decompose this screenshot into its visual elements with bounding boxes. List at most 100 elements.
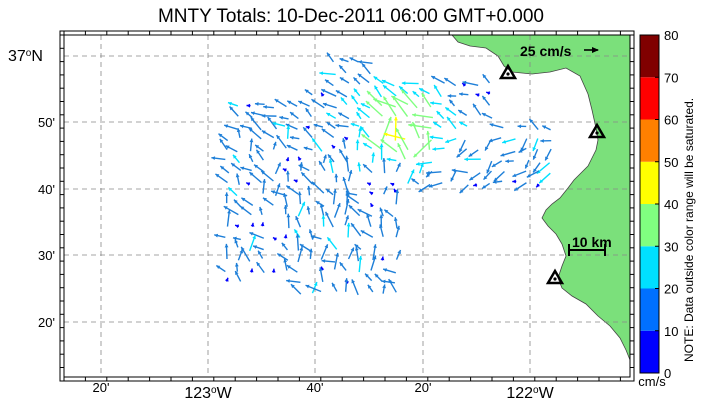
current-vector xyxy=(395,162,401,173)
current-vector xyxy=(234,239,239,248)
colorbar-ticks: 80 70 60 50 40 30 20 10 0 xyxy=(655,28,678,381)
current-vector xyxy=(343,136,349,141)
current-vector xyxy=(395,249,402,260)
current-vector xyxy=(214,233,226,238)
latitude-labels: 37oN 50' 40' 30' 20' xyxy=(8,48,55,331)
current-vector xyxy=(379,143,384,160)
current-vector xyxy=(357,208,373,217)
current-vector xyxy=(276,134,287,149)
current-vector xyxy=(538,172,551,184)
current-vector xyxy=(354,246,360,262)
current-vector xyxy=(245,182,251,186)
current-vector xyxy=(428,182,443,188)
current-vector xyxy=(298,100,310,107)
current-vector xyxy=(381,279,395,284)
current-vector xyxy=(411,121,420,139)
current-vector xyxy=(328,158,334,174)
current-vector xyxy=(240,166,252,172)
colorbar xyxy=(640,35,659,373)
current-vector xyxy=(358,60,373,64)
current-vector xyxy=(324,211,334,228)
current-vector xyxy=(502,138,516,144)
lat-label-40: 40' xyxy=(38,182,55,197)
current-vector xyxy=(224,243,229,260)
current-vector xyxy=(366,90,383,107)
current-vector xyxy=(226,209,231,227)
station-south[interactable] xyxy=(545,268,565,285)
current-vector xyxy=(302,126,313,138)
current-vector xyxy=(286,279,301,283)
colorbar-band xyxy=(640,77,659,120)
current-vector xyxy=(362,163,373,173)
current-vector xyxy=(236,128,241,138)
current-vector xyxy=(232,236,241,241)
current-vector xyxy=(240,246,251,262)
current-vector xyxy=(286,213,291,229)
lon-label-123w: 123oW xyxy=(184,385,232,403)
current-vector xyxy=(458,121,468,127)
current-vector xyxy=(224,192,229,204)
current-vector xyxy=(248,153,254,163)
current-vector xyxy=(345,155,350,172)
current-vector xyxy=(481,95,491,106)
current-vector xyxy=(293,228,301,238)
current-vector xyxy=(381,116,392,142)
current-vector xyxy=(493,170,505,182)
current-vector xyxy=(315,200,325,207)
current-vector xyxy=(355,139,360,151)
lat-label-30: 30' xyxy=(38,248,55,263)
current-vector xyxy=(248,171,262,184)
current-vector xyxy=(274,98,287,108)
current-vector xyxy=(324,79,334,87)
current-vector xyxy=(290,283,302,295)
current-vector xyxy=(250,116,262,131)
current-vector xyxy=(357,73,370,84)
current-vector xyxy=(319,71,336,76)
scale-bar-label: 10 km xyxy=(572,234,612,250)
current-vector xyxy=(281,242,288,251)
current-vector xyxy=(335,123,349,128)
current-vector xyxy=(332,189,337,205)
current-vector xyxy=(433,84,442,98)
current-vector xyxy=(346,222,351,238)
current-vector xyxy=(393,188,398,193)
current-vector xyxy=(279,115,289,120)
current-vector xyxy=(285,185,299,195)
current-vector xyxy=(430,75,445,84)
current-vector xyxy=(372,244,377,261)
current-vector xyxy=(246,103,251,108)
current-vector xyxy=(488,137,502,143)
current-vector xyxy=(411,178,420,185)
colorbar-band xyxy=(640,330,659,373)
colorbar-tick-label: 60 xyxy=(664,113,678,128)
current-vector xyxy=(517,124,527,129)
current-vector xyxy=(418,183,431,193)
current-vector xyxy=(373,75,384,84)
current-vector xyxy=(448,99,456,107)
map-title: MNTY Totals: 10-Dec-2011 06:00 GMT+0.000 xyxy=(157,6,544,27)
current-vector xyxy=(354,243,362,250)
colorbar-unit: cm/s xyxy=(638,374,666,389)
current-vector xyxy=(357,162,362,172)
current-vector xyxy=(252,245,264,251)
current-vector xyxy=(335,89,348,98)
colorbar-band xyxy=(640,246,659,289)
current-vector xyxy=(369,202,374,208)
current-vector xyxy=(469,172,481,181)
current-vector xyxy=(364,273,373,282)
current-vector xyxy=(451,168,468,174)
current-vector xyxy=(366,182,372,187)
current-vector xyxy=(308,229,314,240)
station-north[interactable] xyxy=(498,63,518,80)
current-vector xyxy=(361,62,371,75)
current-vector xyxy=(325,188,334,196)
longitude-labels: 20' 123oW 40' 20' 122oW xyxy=(93,380,555,402)
current-vector xyxy=(272,121,286,127)
current-vector xyxy=(350,94,359,105)
station-east[interactable] xyxy=(587,122,607,139)
current-vector xyxy=(339,261,347,271)
current-vector xyxy=(224,277,229,282)
current-vector xyxy=(512,179,517,184)
current-vector xyxy=(260,170,274,182)
current-vector xyxy=(486,160,493,174)
